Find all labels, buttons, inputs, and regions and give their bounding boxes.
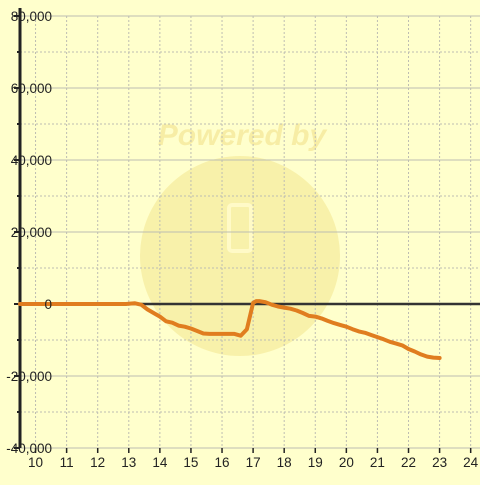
x-tick-label: 24 [463,455,479,470]
y-tick-label: 0 [44,297,52,312]
watermark-battery-icon [227,203,253,253]
y-tick-label: -20,000 [6,369,52,384]
series-line-0 [18,299,442,360]
x-tick-label: 15 [183,455,198,470]
x-tick-label: 14 [152,455,168,470]
watermark-text: Powered by [158,119,328,152]
x-tick-label: 17 [246,455,261,470]
x-tick-label: 10 [28,455,43,470]
y-tick-label: 60,000 [11,81,52,96]
y-tick-label: -40,000 [6,441,52,456]
x-tick-label: 23 [432,455,447,470]
y-tick-label: 20,000 [11,225,52,240]
series-layer [18,299,442,360]
x-tick-label: 11 [60,455,74,470]
tick-labels: -40,000 -20,000 0 20,000 40,000 60,000 80,000 1… [6,9,478,470]
x-tick-label: 18 [277,455,292,470]
y-tick-label: 40,000 [11,153,52,168]
x-tick-label: 22 [401,455,416,470]
x-tick-label: 20 [339,455,354,470]
y-tick-label: 80,000 [11,9,52,24]
grid [20,15,480,449]
x-tick-label: 12 [90,455,105,470]
watermark-circle [140,156,340,356]
x-tick-label: 13 [121,455,136,470]
x-tick-label: 16 [215,455,230,470]
x-tick-label: 19 [308,455,323,470]
watermark: Powered by [140,119,340,356]
x-tick-label: 21 [370,455,385,470]
